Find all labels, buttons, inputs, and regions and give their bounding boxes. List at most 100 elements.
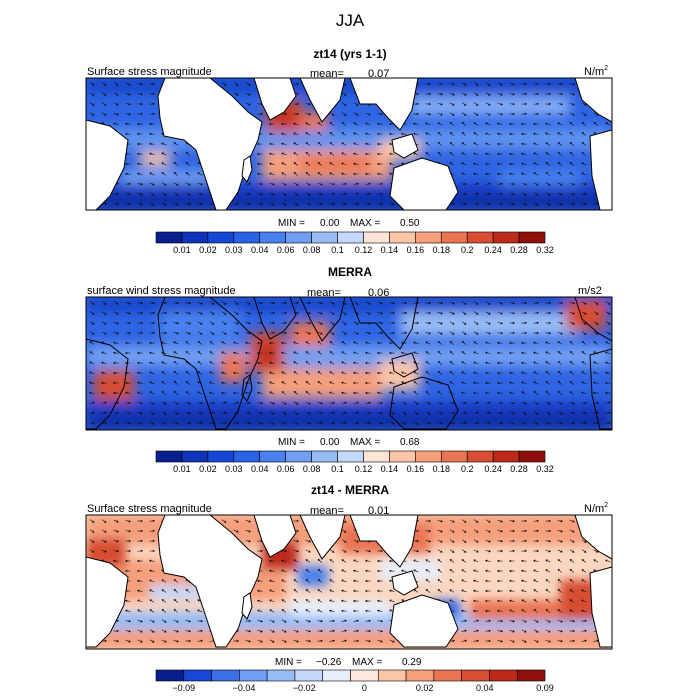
vector-arrow <box>520 132 527 136</box>
vector-arrow <box>293 341 299 345</box>
vector-arrow <box>281 152 287 156</box>
vector-arrow <box>329 182 336 186</box>
colorbar-box <box>211 669 240 682</box>
vector-arrow <box>377 401 384 405</box>
vector-arrow <box>449 579 455 583</box>
vector-arrow <box>557 629 564 633</box>
vector-arrow <box>545 619 551 623</box>
vector-arrow <box>341 421 348 425</box>
vector-arrow <box>137 599 143 603</box>
colorbar-box <box>389 231 416 244</box>
vector-arrow <box>329 569 335 573</box>
colorbar-box <box>155 450 183 463</box>
vector-arrow <box>317 579 323 583</box>
vector-arrow <box>185 629 192 633</box>
colorbar-tick-label: 0.28 <box>510 464 528 474</box>
vector-arrow <box>305 370 311 375</box>
vector-arrow <box>185 381 191 385</box>
vector-arrow <box>293 559 299 563</box>
vector-arrow <box>376 589 383 593</box>
vector-arrow <box>317 589 323 593</box>
vector-arrow <box>449 83 456 86</box>
vector-arrow <box>449 131 455 136</box>
colorbar-box <box>285 231 312 244</box>
vector-arrow <box>557 421 564 425</box>
vector-arrow <box>497 530 504 533</box>
vector-arrow <box>508 152 515 156</box>
vector-arrow <box>461 321 467 325</box>
vector-arrow <box>461 629 468 633</box>
vector-arrow <box>484 172 491 176</box>
vector-arrow <box>280 142 287 145</box>
vector-arrow <box>437 122 443 126</box>
vector-arrow <box>137 193 144 196</box>
vector-arrow <box>484 162 491 166</box>
colorbar-box <box>207 231 235 244</box>
vector-arrow <box>101 321 107 325</box>
vector-arrow <box>305 609 311 613</box>
colorbar-tick-label: 0.03 <box>225 464 243 474</box>
vector-arrow <box>305 172 311 176</box>
panel-2-units: m/s2 <box>578 285 602 297</box>
vector-arrow <box>497 519 503 523</box>
vector-arrow <box>473 331 479 335</box>
vector-arrow <box>112 361 119 365</box>
vector-arrow <box>281 629 287 633</box>
vector-arrow <box>148 351 155 355</box>
vector-arrow <box>113 549 120 553</box>
figure-title: JJA <box>336 11 365 30</box>
vector-arrow <box>376 579 383 583</box>
vector-arrow <box>605 401 612 405</box>
vector-arrow <box>545 529 552 533</box>
colorbar-box <box>415 450 442 463</box>
vector-arrow <box>341 559 347 563</box>
vector-arrow <box>520 579 527 582</box>
vector-arrow <box>557 142 563 146</box>
vector-arrow <box>545 519 552 523</box>
vector-arrow <box>197 411 204 415</box>
vector-arrow <box>245 619 252 623</box>
vector-arrow <box>293 102 300 106</box>
vector-arrow <box>197 391 203 395</box>
vector-arrow <box>569 589 575 593</box>
vector-arrow <box>401 371 407 375</box>
vector-arrow <box>508 132 515 136</box>
vector-arrow <box>496 341 503 345</box>
vector-arrow <box>569 371 575 375</box>
vector-arrow <box>593 301 599 305</box>
vector-arrow <box>533 599 539 603</box>
vector-arrow <box>569 599 575 603</box>
vector-arrow <box>221 401 228 405</box>
vector-arrow <box>257 331 264 335</box>
vector-arrow <box>281 421 287 425</box>
vector-arrow <box>545 401 551 405</box>
vector-arrow <box>245 411 252 415</box>
vector-arrow <box>185 370 191 375</box>
vector-arrow <box>545 331 552 335</box>
vector-arrow <box>581 589 587 593</box>
vector-arrow <box>197 350 203 355</box>
vector-arrow <box>305 588 311 593</box>
vector-arrow <box>185 321 191 325</box>
vector-arrow <box>233 82 239 86</box>
vector-arrow <box>449 311 455 315</box>
vector-arrow <box>305 161 311 166</box>
vector-arrow <box>461 381 467 385</box>
vector-arrow <box>461 559 467 563</box>
vector-arrow <box>461 331 467 335</box>
vector-arrow <box>293 162 299 166</box>
vector-arrow <box>124 381 131 385</box>
vector-arrow <box>569 172 575 176</box>
vector-arrow <box>149 401 155 405</box>
colorbar-box <box>350 669 379 682</box>
vector-arrow <box>497 321 504 325</box>
vector-arrow <box>185 639 192 643</box>
vector-arrow <box>329 341 335 345</box>
panel-1-colorbar: 0.01 0.02 0.03 0.04 0.06 0.08 0.1 0.12 0.14 0.16 0… <box>155 231 554 255</box>
vector-arrow <box>533 629 539 633</box>
vector-arrow <box>533 152 539 156</box>
vector-arrow <box>533 182 539 186</box>
vector-arrow <box>292 122 299 125</box>
vector-arrow <box>233 401 240 405</box>
vector-arrow <box>460 599 467 603</box>
